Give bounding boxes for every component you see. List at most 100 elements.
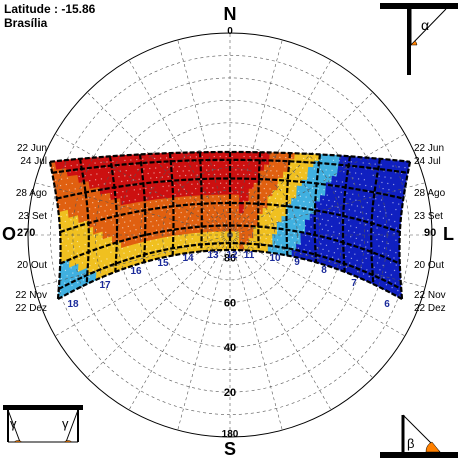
texture-dot xyxy=(391,159,393,161)
texture-dot xyxy=(389,292,392,294)
texture-dot xyxy=(390,274,392,276)
texture-dot xyxy=(104,221,107,223)
texture-dot xyxy=(384,223,386,226)
texture-dot xyxy=(405,179,408,182)
hour-label: 11 xyxy=(244,250,255,261)
texture-dot xyxy=(254,174,256,176)
hour-line xyxy=(48,161,62,300)
texture-dot xyxy=(367,219,369,221)
texture-dot xyxy=(90,230,92,232)
texture-dot xyxy=(134,259,136,261)
azimuth-line xyxy=(229,39,283,236)
texture-dot xyxy=(254,218,256,221)
hour-label: 16 xyxy=(130,266,142,277)
texture-dot xyxy=(271,151,273,154)
texture-dot xyxy=(101,227,103,229)
texture-dot xyxy=(132,204,135,206)
band-cell xyxy=(347,207,354,217)
hour-label: 9 xyxy=(294,257,300,268)
texture-dot xyxy=(373,266,375,268)
texture-dot xyxy=(231,164,233,166)
texture-dot xyxy=(357,178,360,180)
band-cell xyxy=(210,170,216,178)
texture-dot xyxy=(373,255,375,257)
texture-dot xyxy=(166,237,169,239)
texture-dot xyxy=(339,186,341,188)
texture-dot xyxy=(106,161,108,163)
texture-dot xyxy=(212,196,214,198)
texture-dot xyxy=(157,205,159,207)
texture-dot xyxy=(288,241,290,243)
texture-dot xyxy=(252,232,254,234)
compass-west: O xyxy=(2,224,16,244)
texture-dot xyxy=(249,156,251,158)
texture-dot xyxy=(60,178,63,180)
band-cell xyxy=(300,192,307,201)
texture-dot xyxy=(271,192,273,195)
texture-dot xyxy=(326,194,328,196)
hour-label: 8 xyxy=(321,265,327,276)
texture-dot xyxy=(202,183,204,185)
band-cell xyxy=(234,188,240,196)
texture-dot xyxy=(268,224,271,226)
texture-dot xyxy=(67,250,69,252)
texture-dot xyxy=(80,187,82,189)
texture-dot xyxy=(328,250,330,252)
texture-dot xyxy=(189,242,191,245)
texture-dot xyxy=(321,228,324,230)
texture-dot xyxy=(149,240,152,242)
texture-dot xyxy=(195,187,197,190)
texture-dot xyxy=(274,206,276,209)
texture-dot xyxy=(179,175,181,177)
texture-dot xyxy=(100,178,103,180)
altitude-label: 80 xyxy=(224,252,236,264)
texture-dot xyxy=(269,188,271,190)
texture-dot xyxy=(116,165,119,167)
texture-dot xyxy=(305,234,307,237)
texture-dot xyxy=(385,212,387,214)
texture-dot xyxy=(121,206,123,208)
texture-dot xyxy=(188,170,190,172)
texture-dot xyxy=(387,242,389,245)
texture-dot xyxy=(225,164,227,166)
texture-dot xyxy=(93,196,95,198)
texture-dot xyxy=(360,173,363,175)
texture-dot xyxy=(320,193,323,195)
texture-dot xyxy=(287,213,290,215)
compass-east: L xyxy=(443,224,454,244)
hour-line xyxy=(313,154,322,263)
texture-dot xyxy=(161,176,163,178)
texture-dot xyxy=(157,253,159,255)
texture-dot xyxy=(277,184,279,186)
texture-dot xyxy=(285,156,287,159)
texture-dot xyxy=(366,269,368,271)
texture-dot xyxy=(280,189,283,191)
band-cell xyxy=(210,194,217,202)
texture-dot xyxy=(384,176,386,178)
texture-dot xyxy=(76,252,78,254)
texture-dot xyxy=(225,227,227,229)
texture-dot xyxy=(383,276,385,279)
texture-dot xyxy=(186,202,188,204)
texture-dot xyxy=(332,267,334,269)
texture-dot xyxy=(282,203,284,205)
texture-dot xyxy=(299,171,301,174)
texture-dot xyxy=(292,256,294,258)
texture-dot xyxy=(174,249,176,252)
texture-dot xyxy=(176,170,179,172)
texture-dot xyxy=(84,243,86,246)
texture-dot xyxy=(312,163,314,165)
texture-dot xyxy=(310,236,312,238)
texture-dot xyxy=(145,153,147,155)
texture-dot xyxy=(69,279,71,281)
texture-dot xyxy=(219,173,222,175)
texture-dot xyxy=(297,219,299,221)
texture-dot xyxy=(97,184,100,186)
texture-dot xyxy=(248,200,250,202)
texture-dot xyxy=(191,238,193,240)
texture-dot xyxy=(213,155,215,158)
texture-dot xyxy=(325,204,328,206)
texture-dot xyxy=(279,156,281,158)
texture-dot xyxy=(288,203,290,205)
texture-dot xyxy=(313,168,316,170)
